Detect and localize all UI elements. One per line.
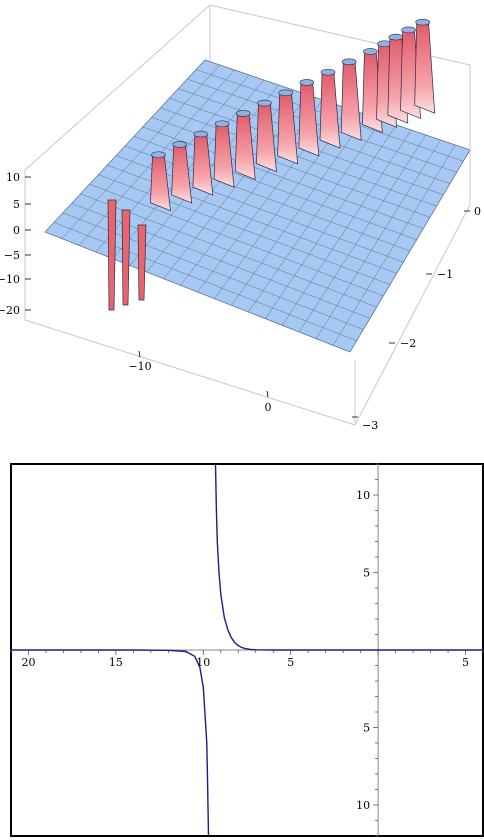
ridge-cap [401,26,416,34]
y-tick-label: 10 [356,489,370,502]
ridge-negative-spike [121,209,131,306]
z-axis: 10 5 0 −5 −10 −20 [0,171,31,317]
z-tick-label: 0 [13,224,20,237]
ridge-spike [319,70,341,149]
y-tick-label: 10 [356,799,370,812]
x-tick-label: 20 [21,656,35,669]
plot-ticks [10,463,484,837]
ridge-cap [151,151,166,159]
ridge-spike [298,81,320,157]
y-tick-label: 5 [363,567,370,580]
x-tick-label: 5 [287,656,294,669]
y-tick-label: −2 [400,337,416,350]
series-line [11,649,210,837]
y-tick-label: 5 [363,722,370,735]
ridge-cap [172,141,187,148]
ridge-cap [415,18,430,26]
y-tick-label: −3 [362,419,378,432]
z-tick-label: −20 [0,304,20,317]
mesh-line [298,134,427,333]
x-tick-label: −10 [128,360,151,373]
ridge-cap [235,110,251,117]
ridge-cap [193,130,209,138]
plot-series [11,463,483,837]
z-tick-label: 5 [13,198,20,211]
ridge-cap [278,89,293,97]
ridge-cap [257,99,272,107]
x-tick-label: 15 [109,656,123,669]
ridge-spike [414,20,436,114]
ridge-negative-spike [137,224,147,301]
mesh-line [349,149,471,353]
series-line [214,463,483,651]
ridge-cap [388,33,404,41]
x-tick-label: 0 [265,401,272,414]
z-tick-label: −10 [0,273,20,286]
ridge-spikes [107,18,436,311]
y-axis: 0 −1 −2 −3 [352,205,481,432]
mesh-line [204,59,471,151]
ridge-negative-spike [107,199,117,311]
y-tick-label: 0 [474,205,481,218]
surface-plot: 10 5 0 −5 −10 −20 −10 0 0 −1 −2 −3 [0,4,481,432]
bounding-box-front [24,65,471,426]
z-tick-label: 10 [6,171,20,184]
y-tick-label: −1 [437,268,453,281]
ridge-cap [363,48,378,55]
ridge-cap [341,58,357,66]
x-axis: −10 0 [128,350,272,414]
z-tick-label: −5 [4,249,20,262]
mesh-line [315,139,441,339]
ridge-cap [299,79,315,86]
ridge-spike [340,60,362,141]
ridge-cap [320,68,336,76]
ridge-cap [214,120,230,128]
mesh-line [332,144,456,346]
x-tick-label: 5 [462,656,469,669]
